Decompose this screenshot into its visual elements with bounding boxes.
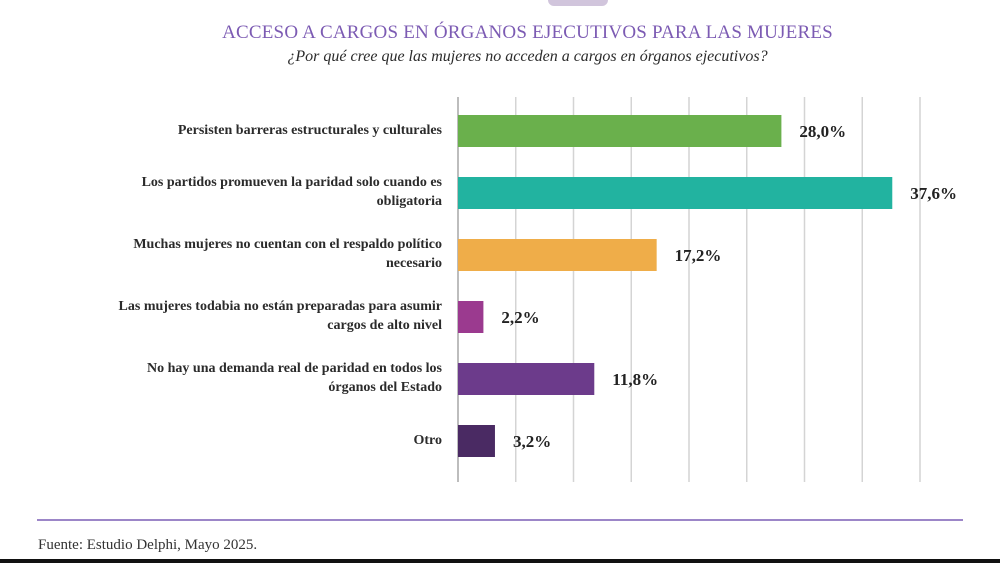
- data-label: 3,2%: [513, 432, 551, 451]
- footer-divider: [37, 519, 963, 521]
- category-label-line: Los partidos promueven la paridad solo c…: [141, 175, 442, 190]
- data-label: 28,0%: [799, 122, 846, 141]
- bottom-edge-bar: [0, 559, 1000, 563]
- category-label: Persisten barreras estructurales y cultu…: [12, 121, 442, 140]
- data-label: 37,6%: [910, 184, 957, 203]
- category-label-line: No hay una demanda real de paridad en to…: [147, 361, 442, 376]
- data-label: 17,2%: [675, 246, 722, 265]
- bar: [458, 115, 782, 147]
- category-label-line: Persisten barreras estructurales y cultu…: [177, 122, 442, 138]
- bar: [458, 425, 495, 457]
- category-label-line: necesario: [386, 256, 442, 271]
- category-label-line: cargos de alto nivel: [327, 318, 442, 333]
- source-note: Fuente: Estudio Delphi, Mayo 2025.: [38, 537, 258, 553]
- bar: [458, 363, 595, 395]
- data-label: 11,8%: [612, 370, 658, 389]
- category-label: No hay una demanda real de paridad en to…: [12, 359, 442, 397]
- chart-title: ACCESO A CARGOS EN ÓRGANOS EJECUTIVOS PA…: [222, 22, 833, 43]
- data-label: 2,2%: [501, 308, 539, 327]
- category-label-line: Muchas mujeres no cuentan con el respald…: [133, 237, 442, 252]
- bar: [458, 239, 657, 271]
- bar: [458, 177, 893, 209]
- top-cropped-decoration: [548, 0, 608, 6]
- chart-subtitle: ¿Por qué cree que las mujeres no acceden…: [287, 48, 768, 65]
- category-label: Las mujeres todabia no están preparadas …: [12, 297, 442, 335]
- category-label: Otro: [12, 431, 442, 450]
- category-label-line: órganos del Estado: [328, 380, 442, 395]
- category-label-line: Otro: [413, 432, 442, 448]
- bar: [458, 301, 484, 333]
- category-label: Muchas mujeres no cuentan con el respald…: [12, 235, 442, 273]
- category-label-line: obligatoria: [376, 194, 442, 209]
- category-label: Los partidos promueven la paridad solo c…: [12, 173, 442, 211]
- category-label-line: Las mujeres todabia no están preparadas …: [118, 299, 442, 314]
